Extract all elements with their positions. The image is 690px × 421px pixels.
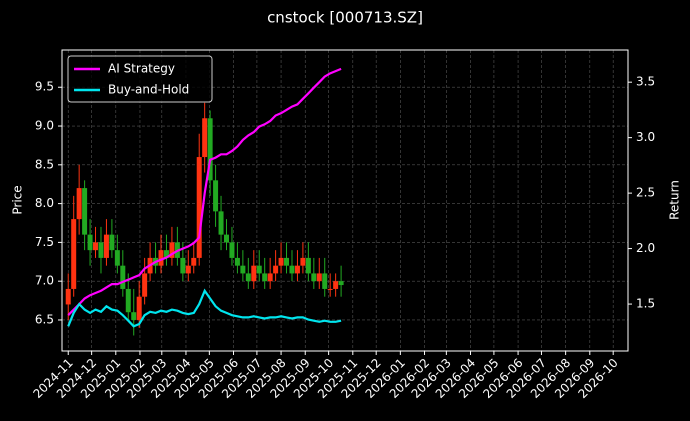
legend-box: [67, 55, 213, 103]
legend-label: AI Strategy: [108, 62, 175, 76]
candle-body: [262, 273, 268, 282]
candle-body: [251, 265, 257, 282]
candle-body: [109, 234, 115, 251]
candle-body: [114, 250, 120, 266]
candle-body: [158, 250, 164, 266]
y2-tick-label: 3.5: [636, 75, 655, 89]
candle-body: [218, 211, 224, 235]
candle-body: [234, 257, 240, 266]
candle-body: [87, 234, 93, 251]
candle-body: [245, 273, 251, 282]
return-line: [67, 67, 342, 316]
y2-tick-label: 3.0: [636, 130, 655, 144]
y-tick-label: 9.0: [35, 119, 54, 133]
y2-tick-label: 1.5: [636, 297, 655, 311]
legend-label: Buy-and-Hold: [108, 83, 189, 97]
candle-body: [213, 180, 219, 212]
candle-body: [196, 157, 202, 258]
candle-body: [338, 281, 344, 286]
candle-body: [311, 273, 317, 282]
candle-body: [289, 265, 295, 274]
y-tick-label: 7.5: [35, 235, 54, 249]
y2-axis-label: Return: [668, 180, 682, 220]
plot-frame: [61, 49, 629, 352]
candle-body: [142, 273, 148, 297]
y-tick-label: 9.5: [35, 80, 54, 94]
candle-body: [294, 265, 300, 274]
y2-tick-label: 2.5: [636, 186, 655, 200]
y-tick-label: 7.0: [35, 274, 54, 288]
candle-body: [125, 288, 131, 313]
candle-body: [136, 296, 142, 320]
candle-body: [327, 288, 333, 290]
candle-body: [103, 234, 109, 258]
chart-title: cnstock [000713.SZ]: [267, 9, 423, 27]
candle-body: [191, 257, 197, 266]
candle-body: [240, 265, 246, 274]
candle-body: [273, 265, 279, 274]
candle-body: [316, 273, 322, 282]
candle-body: [333, 281, 339, 289]
candle-body: [163, 250, 169, 258]
candle-body: [267, 273, 273, 282]
candle-body: [322, 273, 328, 289]
y-tick-label: 8.0: [35, 196, 54, 210]
candle-body: [223, 234, 229, 243]
candle-body: [256, 265, 262, 274]
candle-body: [169, 242, 175, 258]
candle-body: [229, 242, 235, 258]
y2-tick-label: 2.0: [636, 241, 655, 255]
return-line: [67, 288, 342, 328]
candle-body: [76, 188, 82, 220]
candle-body: [93, 242, 99, 251]
candle-body: [300, 257, 306, 266]
y-tick-label: 8.5: [35, 157, 54, 171]
candle-body: [120, 265, 126, 289]
candle-body: [305, 257, 311, 274]
candle-body: [71, 219, 77, 289]
candle-body: [202, 118, 208, 158]
candle-body: [278, 257, 284, 266]
candle-body: [207, 118, 213, 181]
candle-body: [82, 188, 88, 235]
candle-body: [185, 265, 191, 274]
y-axis-label: Price: [11, 185, 25, 214]
candle-body: [98, 242, 104, 258]
candle-body: [284, 257, 290, 266]
candle-body: [65, 288, 71, 305]
y-tick-label: 6.5: [35, 312, 54, 326]
candle-body: [131, 312, 137, 320]
candle-body: [180, 257, 186, 274]
